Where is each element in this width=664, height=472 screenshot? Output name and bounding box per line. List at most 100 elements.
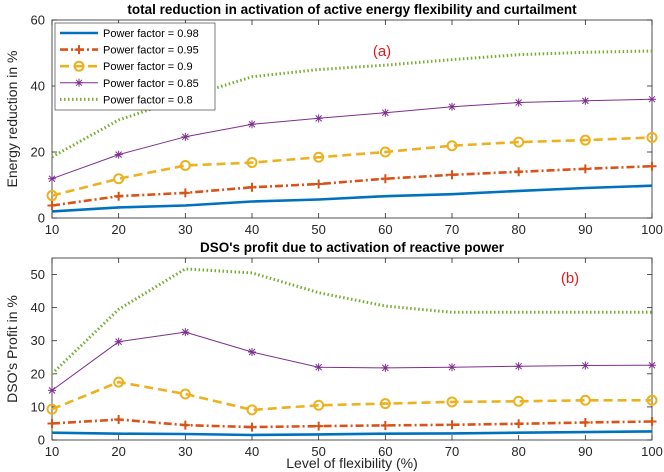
series-line [51,380,652,412]
marker-s2-p0 [46,190,58,202]
marker-s1-p9 [647,161,657,171]
marker-s2-p5 [379,146,391,158]
marker-s1-p3 [247,422,257,432]
y-tick-label: 40 [31,300,45,315]
marker-s3-p8 [581,96,590,105]
series-line [51,49,653,159]
marker-s2-p6 [446,140,458,152]
marker-s3-p1 [114,337,123,346]
chart-b: DSO's profit due to activation of reacti… [4,240,663,471]
legend-label: Power factor = 0.9 [103,61,193,73]
x-tick-label: 100 [641,222,663,237]
marker-s3-p9 [648,95,656,104]
x-tick-label: 40 [245,444,259,459]
series-0-85 [48,95,656,183]
chart-title: DSO's profit due to activation of reacti… [200,240,505,255]
legend-label: Power factor = 0.8 [103,94,193,106]
panel-annotation: (b) [561,270,579,287]
marker-s1-p7 [514,419,524,429]
x-tick-label: 40 [245,222,259,237]
y-tick-label: 10 [31,399,45,414]
marker-s1-p4 [314,421,324,431]
marker-s2-p9 [646,394,658,406]
marker-s3-p2 [181,328,190,337]
marker-s1-p7 [514,167,524,177]
series-line [51,430,653,437]
x-tick-label: 60 [378,444,392,459]
x-tick-label: 50 [311,222,325,237]
marker-s1-p2 [180,188,190,198]
marker-s2-p8 [579,394,591,406]
marker-s3-p0 [48,174,56,183]
y-tick-label: 20 [31,366,45,381]
legend-label: Power factor = 0.85 [103,78,199,90]
marker-s3-p2 [181,132,190,141]
marker-s1-p1 [114,414,124,424]
series-line [51,184,653,213]
x-tick-label: 50 [311,444,325,459]
chart-title: total reduction in activation of active … [127,2,577,17]
marker-s3-p9 [648,361,656,370]
marker-s2-p9 [646,131,658,143]
marker-s2-p4 [313,399,325,411]
marker-s1-p5 [380,174,390,184]
series-line [51,331,653,391]
marker-s3-p1 [114,150,123,159]
marker-s1-plegend [74,45,84,55]
series-line [51,136,653,197]
legend-label: Power factor = 0.98 [103,28,199,40]
x-tick-label: 90 [578,222,592,237]
x-tick-label: 80 [511,444,525,459]
marker-s2-p0 [46,403,58,415]
y-tick-label: 60 [31,13,45,28]
x-tick-label: 30 [178,222,192,237]
marker-s2-p5 [379,398,391,410]
series-0-85 [48,328,656,395]
chart-a: total reduction in activation of active … [4,2,663,237]
marker-s1-p5 [380,420,390,430]
y-tick-label: 0 [38,211,45,226]
y-tick-label: 40 [31,79,45,94]
legend: Power factor = 0.98 Power factor = 0.95 Po… [54,22,216,111]
x-tick-label: 60 [378,222,392,237]
marker-s3-p6 [448,363,456,372]
x-tick-label: 10 [45,444,59,459]
marker-s1-p3 [247,182,257,192]
panel-annotation: (a) [373,43,391,60]
x-tick-label: 30 [178,444,192,459]
y-tick-label: 30 [31,333,45,348]
marker-s2-p6 [446,396,458,408]
marker-s2-p2 [179,160,191,172]
series-line [51,164,653,207]
x-tick-label: 90 [578,444,592,459]
x-tick-label: 20 [111,222,125,237]
x-tick-label: 100 [641,444,663,459]
marker-s3-p5 [381,108,390,117]
marker-s1-p4 [314,179,324,189]
marker-s2-p1 [113,173,125,185]
marker-s1-p1 [114,191,124,201]
series-0-9 [46,376,658,416]
marker-s1-p2 [180,420,190,430]
marker-s3-plegend [75,78,83,87]
marker-s2-p8 [579,134,591,146]
marker-s3-p4 [314,114,323,123]
series-0-98 [51,430,653,437]
marker-s2-p2 [179,388,191,400]
x-tick-label: 70 [445,222,459,237]
marker-s1-p8 [580,417,590,427]
series-0-8 [51,49,653,159]
x-axis-label: Level of flexibility (%) [286,455,418,471]
marker-s1-p9 [647,416,657,426]
series-0-8 [50,267,652,375]
y-tick-label: 50 [31,267,45,282]
x-tick-label: 80 [511,222,525,237]
x-tick-label: 70 [445,444,459,459]
y-tick-label: 20 [31,145,45,160]
marker-s1-p0 [47,418,57,428]
marker-s2-plegend [73,60,85,72]
marker-s2-p7 [513,136,525,148]
marker-s3-p7 [514,362,523,371]
marker-s3-p7 [514,98,523,107]
